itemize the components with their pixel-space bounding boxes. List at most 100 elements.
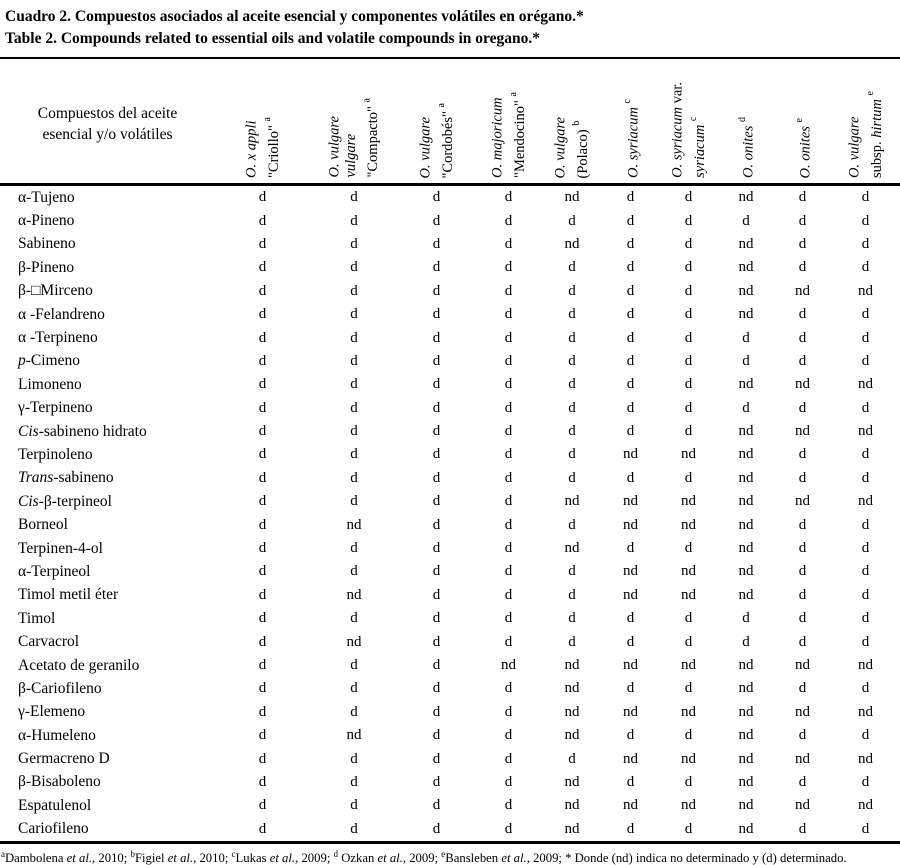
column-header-syriacum: O. syriacum c: [602, 58, 659, 186]
cell-value: d: [861, 586, 870, 603]
table-row: α -Felandreno d d d d d d d nd d d: [0, 303, 900, 326]
table-row: Limoneno d d d d d d d nd nd nd: [0, 373, 900, 396]
cell-value: d: [798, 727, 807, 744]
cell-value: d: [798, 563, 807, 580]
cell-value: nd: [738, 469, 754, 486]
cell-value: nd: [623, 586, 638, 603]
cell-value: d: [798, 329, 807, 346]
compound-name: Germacreno D: [18, 750, 110, 768]
caption-english: Table 2. Compounds related to essential …: [5, 30, 540, 47]
cell-value: d: [258, 212, 267, 229]
cell-value: nd: [346, 727, 362, 744]
rotated-header-text: O. syriacum var. syriacum c: [669, 82, 708, 178]
cell-value: nd: [738, 680, 754, 697]
compound-name: Timol metil éter: [18, 586, 119, 604]
cell-value: d: [504, 797, 513, 814]
cell-value: d: [310, 817, 398, 844]
cell-value: d: [568, 610, 576, 627]
table-row: α -Terpineno d d d d d d d d d d: [0, 326, 900, 349]
cell-value: d: [432, 329, 441, 346]
cell-value: d: [350, 376, 358, 393]
cell-value: d: [684, 282, 693, 299]
cell-value: d: [626, 352, 635, 369]
rotated-header-text: O. onites d: [736, 117, 757, 178]
cell-value: d: [684, 680, 693, 697]
column-header-mendocino: O. majoricum "Mendocino" a: [475, 58, 542, 186]
cell-value: d: [774, 817, 831, 844]
cell-value: d: [350, 235, 358, 252]
cell-value: d: [258, 750, 267, 767]
cell-value: d: [432, 516, 441, 533]
cell-value: d: [626, 306, 635, 323]
cell-value: d: [568, 423, 576, 440]
cell-value: d: [504, 773, 513, 790]
cell-value: nd: [564, 797, 580, 814]
cell-value: d: [432, 282, 441, 299]
table-row: Cis-sabineno hidrato d d d d d d d nd nd nd: [0, 420, 900, 443]
cell-value: nd: [564, 703, 580, 720]
table-row: α-Humeleno d nd d d nd d d nd d d: [0, 724, 900, 747]
cell-value: nd: [738, 493, 754, 510]
cell-value: d: [504, 703, 513, 720]
cell-value: d: [350, 610, 358, 627]
cell-value: nd: [738, 797, 754, 814]
cell-value: d: [861, 469, 870, 486]
column-header-hirtum: O. vulgare subsp. hirtum e: [831, 58, 900, 186]
cell-value: d: [568, 376, 576, 393]
rotated-header-text: O. vulgare (Polaco) b: [552, 116, 591, 178]
cell-value: nd: [681, 657, 696, 673]
cell-value: nd: [623, 657, 638, 673]
cell-value: d: [861, 259, 870, 276]
compound-name: α-Terpineol: [18, 562, 91, 580]
cell-value: d: [798, 469, 807, 486]
table-caption: Cuadro 2. Compuestos asociados al aceite…: [0, 0, 900, 50]
cell-value: d: [432, 493, 441, 510]
cell-value: nd: [738, 703, 754, 720]
cell-value: d: [432, 446, 441, 463]
cell-value: d: [626, 212, 635, 229]
cell-value: d: [861, 633, 870, 650]
cell-value: d: [258, 727, 267, 744]
compound-name: Cariofileno: [0, 817, 215, 844]
cell-value: nd: [681, 750, 696, 767]
column-header-onites-e: O. onites e: [774, 58, 831, 186]
compound-name: Timol: [18, 609, 56, 627]
cell-value: nd: [681, 586, 696, 603]
cell-value: nd: [564, 493, 580, 510]
cell-value: d: [432, 423, 441, 440]
cell-value: nd: [738, 563, 754, 580]
cell-value: d: [798, 399, 807, 416]
cell-value: d: [568, 516, 576, 533]
cell-value: nd: [681, 563, 696, 580]
column-header-syriacum-var: O. syriacum var. syriacum c: [659, 58, 718, 186]
cell-value: d: [258, 282, 267, 299]
cell-value: d: [568, 563, 576, 580]
cell-value: nd: [623, 446, 638, 463]
cell-value: d: [626, 329, 635, 346]
cell-value: d: [350, 657, 358, 673]
cell-value: nd: [738, 189, 754, 206]
cell-value: d: [258, 680, 267, 697]
compounds-table: Compuestos del aceite esencial y/o volát…: [0, 57, 900, 844]
compound-name: Cis-β-terpineol: [18, 492, 112, 510]
table-row: α-Tujeno d d d d nd d d nd d d: [0, 185, 900, 210]
cell-value: d: [684, 212, 693, 229]
cell-value: d: [684, 189, 693, 206]
cell-value: d: [350, 773, 358, 790]
compound-name: α -Felandreno: [18, 305, 105, 323]
column-header-onites-d: O. onites d: [718, 58, 774, 186]
column-header-compacto: O. vulgare vulgare "Compacto" a: [310, 58, 398, 186]
cell-value: nd: [681, 703, 696, 720]
cell-value: d: [258, 610, 267, 627]
cell-value: d: [861, 235, 870, 252]
cell-value: d: [568, 282, 576, 299]
cell-value: nd: [738, 306, 754, 323]
cell-value: d: [432, 352, 441, 369]
cell-value: d: [798, 352, 807, 369]
cell-value: d: [861, 680, 870, 697]
cell-value: d: [432, 563, 441, 580]
table-footnote: aDambolena et al., 2010; bFigiel et al.,…: [1, 848, 847, 865]
cell-value: d: [684, 329, 693, 346]
cell-value: d: [861, 516, 870, 533]
cell-value: d: [568, 446, 576, 463]
